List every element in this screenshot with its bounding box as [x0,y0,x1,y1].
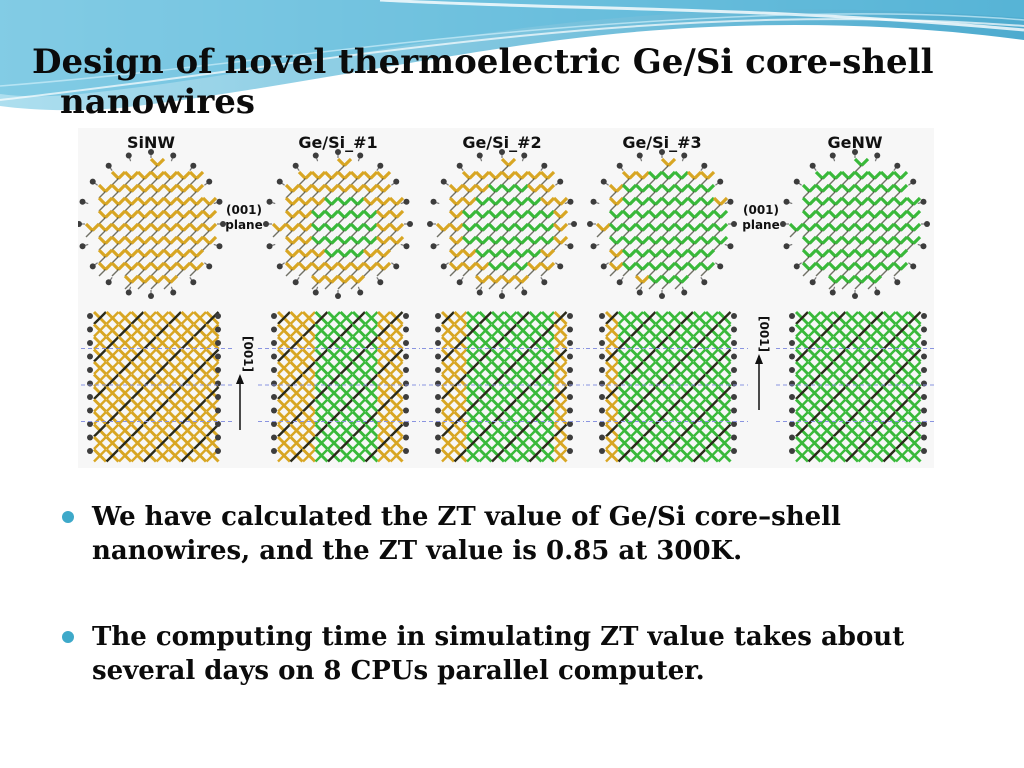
side-view-gesi-2 [422,310,584,463]
bullet-dot-icon [62,511,74,523]
panel-label-sinw: SiNW [127,133,175,152]
panel-label-genw: GeNW [827,133,882,152]
bullet-item-computing-time: The computing time in simulating ZT valu… [58,620,958,688]
nanowire-structures-image: SiNW Ge/Si_#1 Ge/Si_#2 Ge/Si_#3 GeNW (00… [78,133,934,463]
plane-label-right-line1: (001) [743,203,779,217]
bullet-text: We have calculated the ZT value of Ge/Si… [92,502,841,566]
side-view-gesi-1 [258,310,420,463]
panel-label-gesi-3: Ge/Si_#3 [622,133,701,152]
plane-label-left-line2: plane [225,218,262,232]
panel-label-gesi-2: Ge/Si_#2 [462,133,541,152]
bullet-dot-icon [62,631,74,643]
slide-title-line2: nanowires [60,82,256,122]
direction-label-right: [001] [757,316,771,352]
bullet-list: We have calculated the ZT value of Ge/Si… [58,500,958,740]
cross-section-gesi-2 [427,149,577,299]
cross-section-sinw [78,149,226,299]
side-view-sinw [78,310,232,463]
plane-label-left-line1: (001) [226,203,262,217]
cross-section-gesi-3 [587,149,737,299]
side-view-genw [776,310,934,463]
slide-title-line1: Design of novel thermoelectric Ge/Si cor… [32,42,934,82]
direction-arrow-left [236,374,244,430]
bullet-text: The computing time in simulating ZT valu… [92,622,905,686]
cross-section-genw [780,149,930,299]
bullet-item-zt-value: We have calculated the ZT value of Ge/Si… [58,500,958,568]
plane-label-right-line2: plane [742,218,779,232]
nanowire-figure: SiNW Ge/Si_#1 Ge/Si_#2 Ge/Si_#3 GeNW (00… [78,128,934,468]
direction-arrow-right [755,354,763,410]
cross-section-gesi-1 [263,149,413,299]
slide-title: Design of novel thermoelectric Ge/Si cor… [32,42,972,122]
panel-label-gesi-1: Ge/Si_#1 [298,133,377,152]
direction-label-left: [001] [241,336,255,372]
side-view-gesi-3 [586,310,748,463]
